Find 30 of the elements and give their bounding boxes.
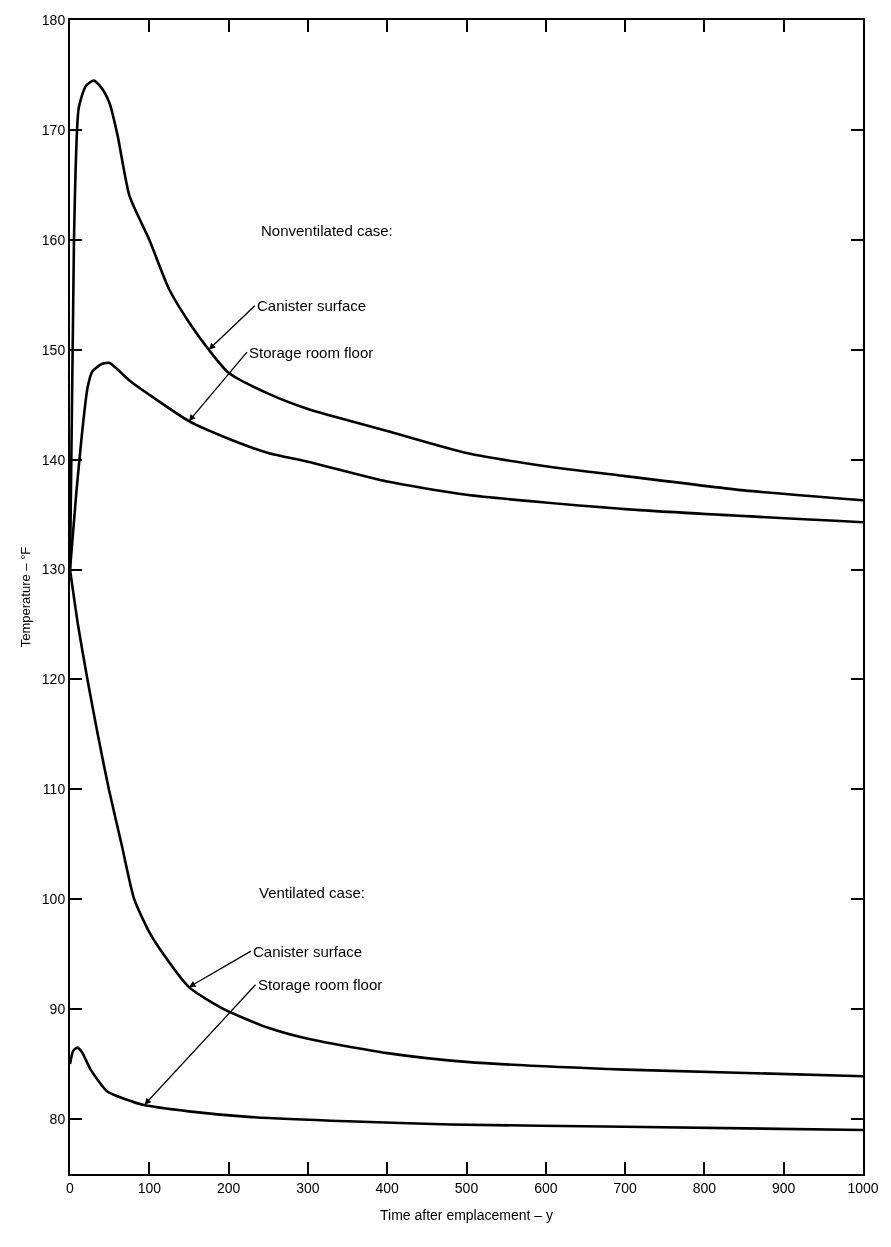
annotation: Ventilated case: <box>259 884 365 901</box>
y-tick-label: 130 <box>41 561 66 578</box>
x-tick-label: 1000 <box>847 1179 879 1196</box>
y-tick-label: 90 <box>49 1001 66 1018</box>
x-tick-label: 800 <box>692 1179 717 1196</box>
y-tick-label: 170 <box>41 121 66 138</box>
x-tick-label: 400 <box>375 1179 400 1196</box>
y-tick-label: 160 <box>41 231 66 248</box>
y-axis-title: Temperature – °F <box>18 546 34 648</box>
y-tick-label: 140 <box>41 451 66 468</box>
y-tick-label: 80 <box>49 1110 66 1127</box>
annotation: Canister surface <box>257 297 367 314</box>
x-tick-label: 300 <box>296 1179 320 1196</box>
y-tick-label: 150 <box>41 341 66 358</box>
y-tick-label: 120 <box>41 671 66 688</box>
annotation: Nonventilated case: <box>261 222 393 239</box>
annotation: Canister surface <box>253 943 363 960</box>
y-tick-label: 100 <box>41 891 66 908</box>
y-tick-label: 180 <box>41 11 66 28</box>
x-tick-label: 900 <box>772 1179 796 1196</box>
x-tick-label: 100 <box>137 1179 162 1196</box>
annotation: Storage room floor <box>249 344 374 361</box>
x-tick-label: 200 <box>216 1179 241 1196</box>
x-tick-label: 500 <box>454 1179 479 1196</box>
x-tick-label: 0 <box>66 1179 75 1196</box>
annotation: Storage room floor <box>258 976 383 993</box>
x-tick-label: 700 <box>613 1179 637 1196</box>
x-axis-title: Time after emplacement – y <box>380 1206 553 1223</box>
y-tick-label: 110 <box>42 781 66 798</box>
x-tick-label: 600 <box>534 1179 558 1196</box>
